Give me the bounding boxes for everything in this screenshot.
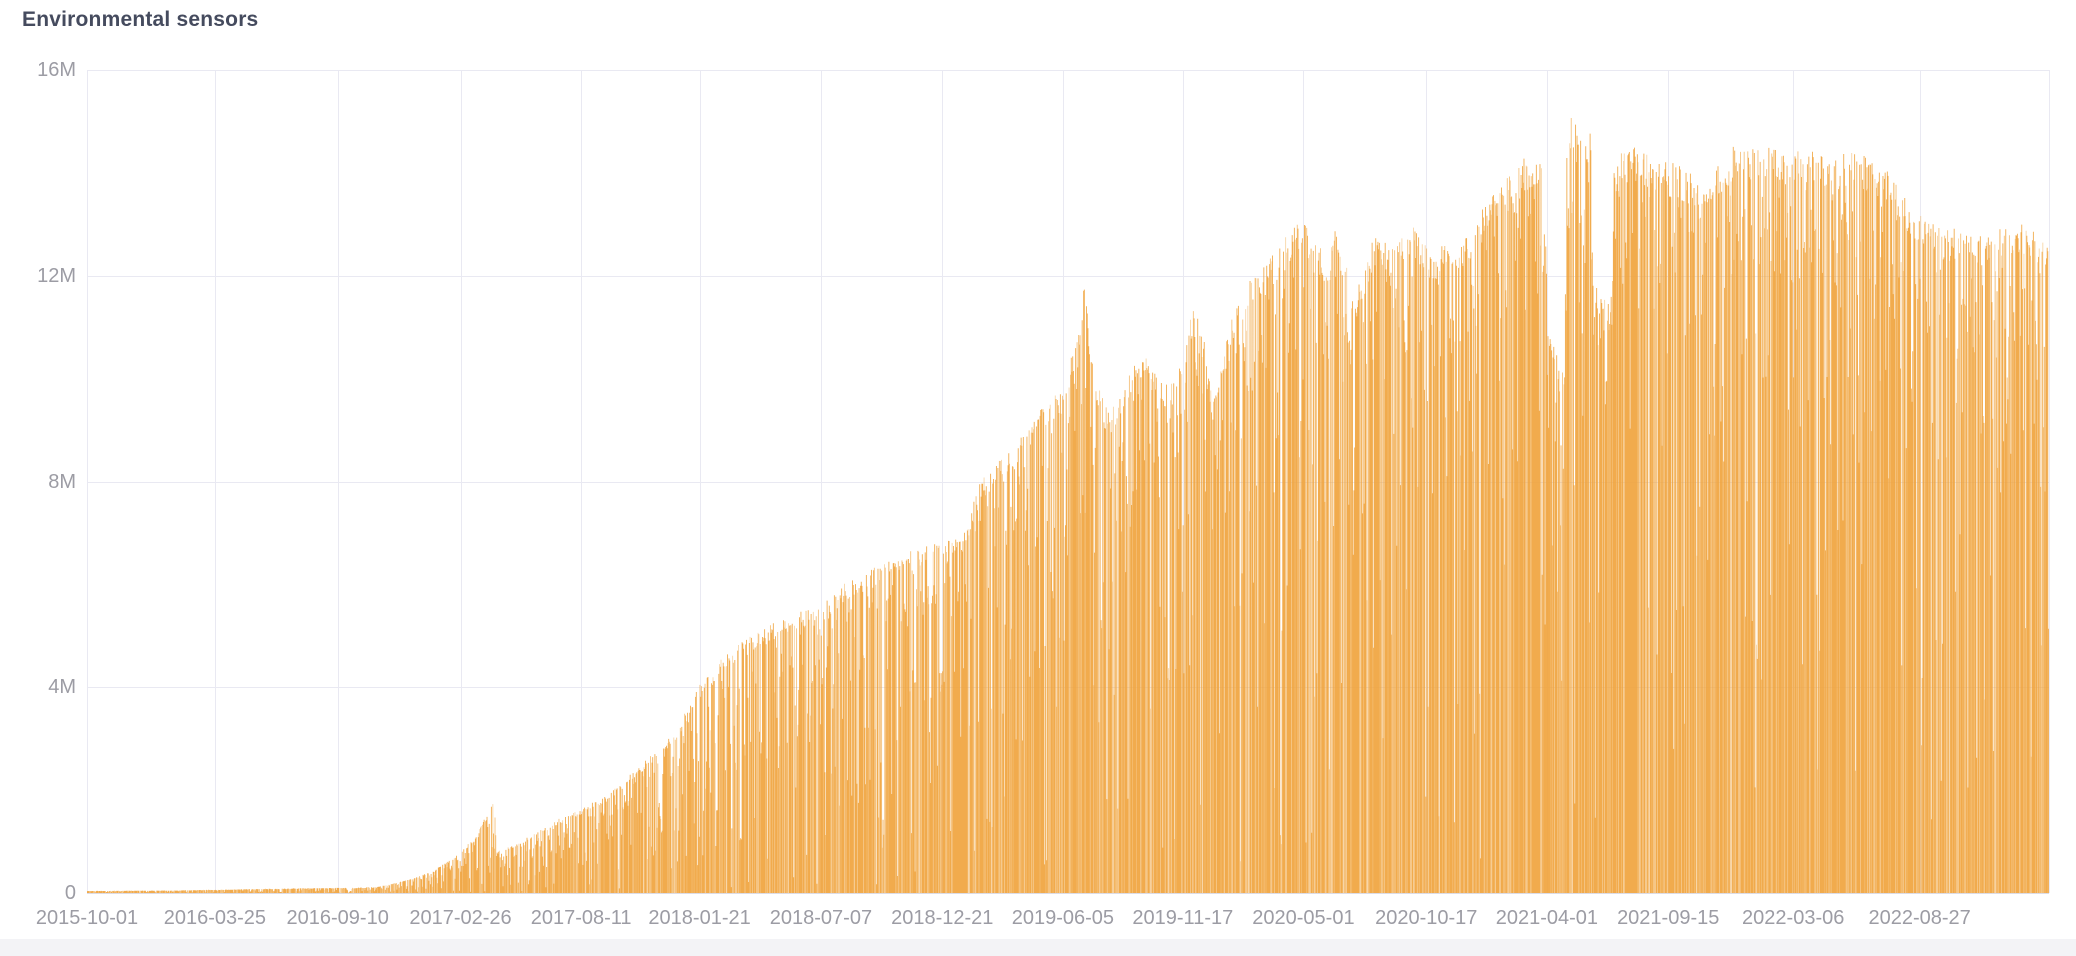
- x-axis-line: [87, 893, 2049, 894]
- x-tick-label: 2018-01-21: [648, 907, 751, 929]
- bars-series-path: [105, 143, 2044, 893]
- x-tick-label: 2016-03-25: [163, 907, 267, 929]
- x-tick-label: 2021-04-01: [1495, 907, 1599, 929]
- x-tick-label: 2018-07-07: [769, 907, 873, 929]
- x-tick-label: 2017-02-26: [409, 907, 512, 929]
- x-tick-label: 2015-10-01: [35, 907, 139, 929]
- y-tick-label: 12M: [37, 264, 76, 287]
- chart-title: Environmental sensors: [22, 8, 259, 31]
- x-tick-label: 2019-11-17: [1132, 907, 1234, 929]
- plot-right-border: [2049, 70, 2050, 893]
- x-tick-label: 2017-08-11: [530, 907, 632, 929]
- bars-layer: [87, 118, 2049, 893]
- x-tick-label: 2018-12-21: [891, 907, 994, 929]
- page-bottom-strip: [0, 939, 2076, 956]
- x-tick-label: 2016-09-10: [286, 907, 389, 929]
- y-tick-label: 4M: [48, 676, 76, 699]
- x-tick-label: 2022-08-27: [1868, 907, 1971, 929]
- x-tick-label: 2020-10-17: [1375, 907, 1478, 929]
- x-tick-label: 2020-05-01: [1252, 907, 1355, 929]
- bars-series-path: [87, 124, 2049, 893]
- y-tick-label: 8M: [48, 470, 76, 493]
- y-tick-label: 16M: [37, 59, 76, 81]
- x-tick-label: 2019-06-05: [1011, 907, 1115, 929]
- x-tick-label: 2022-03-06: [1742, 907, 1845, 929]
- x-tick-label: 2021-09-15: [1617, 907, 1720, 929]
- bars-series-path: [89, 118, 2049, 893]
- y-tick-label: 0: [64, 882, 76, 904]
